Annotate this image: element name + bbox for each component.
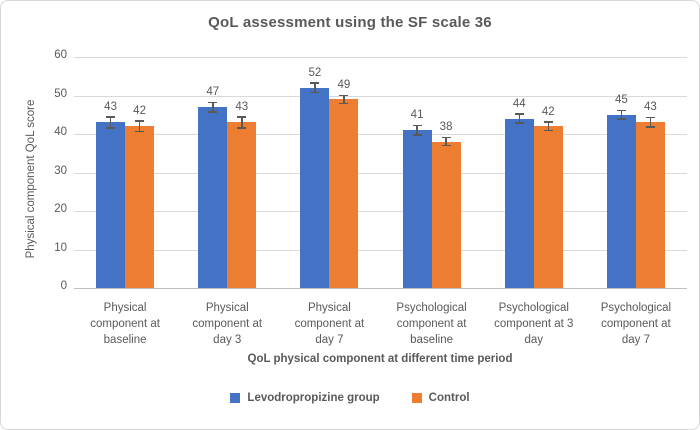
error-bar-cap-top	[135, 120, 145, 122]
y-tick-label-10: 10	[54, 241, 67, 254]
error-bar-cap-bottom	[412, 134, 422, 136]
legend: Levodropropizine group Control	[1, 392, 699, 404]
error-bar-levodropropizine-group-5	[620, 110, 623, 120]
gridline	[74, 95, 687, 97]
error-bar-levodropropizine-group-1	[212, 102, 214, 113]
chart-title: QoL assessment using the SF scale 36	[208, 14, 492, 31]
error-bar-control-1	[241, 116, 243, 129]
y-tick-label-50: 50	[54, 87, 67, 100]
error-bar-cap-bottom	[339, 102, 349, 105]
value-label-control-3: 38	[439, 121, 453, 134]
value-label-levodropropizine-group-1: 47	[206, 86, 220, 99]
error-bar-levodropropizine-group-0	[109, 116, 112, 129]
x-category-label-3: Psychological component at baseline	[396, 302, 467, 346]
error-bar-cap-top	[106, 116, 116, 118]
error-bar-control-4	[547, 121, 549, 131]
error-bar-cap-top	[412, 124, 422, 127]
error-bar-cap-top	[237, 116, 247, 118]
x-axis-line	[74, 288, 687, 289]
error-bar-cap-bottom	[237, 127, 247, 129]
x-category-label-4: Psychological component at 3 day	[494, 302, 574, 346]
error-bar-cap-bottom	[441, 144, 451, 147]
gridline	[74, 211, 687, 212]
error-bar-control-0	[138, 120, 141, 132]
gridline	[74, 172, 687, 174]
error-bar-cap-bottom	[616, 118, 626, 120]
bar-levodropropizine-group-1	[198, 107, 228, 288]
bar-levodropropizine-group-4	[504, 118, 534, 288]
error-bar-cap-top	[514, 113, 524, 115]
value-label-levodropropizine-group-3: 41	[410, 109, 424, 122]
y-tick-label-60: 60	[54, 49, 67, 61]
bar-control-3	[431, 141, 461, 288]
error-bar-cap-bottom	[645, 126, 655, 128]
error-bar-control-2	[343, 95, 345, 104]
legend-item-control: Control	[411, 392, 470, 404]
value-label-control-4: 42	[541, 105, 555, 118]
legend-label-levodropropizine-group: Levodropropizine group	[247, 392, 380, 404]
error-bar-cap-top	[441, 136, 451, 139]
error-bar-cap-bottom	[135, 130, 145, 133]
legend-swatch-control	[411, 393, 422, 403]
x-category-label-2: Physical component at day 7	[294, 302, 365, 346]
value-label-control-0: 42	[133, 104, 146, 117]
y-tick-label-40: 40	[54, 126, 67, 138]
y-tick-label-0: 0	[60, 280, 67, 292]
bar-control-0	[125, 126, 155, 288]
error-bar-levodropropizine-group-3	[416, 125, 418, 136]
gridline	[74, 249, 687, 251]
bar-levodropropizine-group-2	[300, 87, 330, 288]
legend-item-levodropropizine-group: Levodropropizine group	[230, 392, 380, 404]
error-bar-cap-top	[208, 101, 218, 104]
bar-control-2	[329, 99, 359, 288]
error-bar-cap-bottom	[208, 111, 218, 113]
x-axis-title: QoL physical component at different time…	[247, 353, 513, 365]
error-bar-control-5	[649, 117, 652, 128]
value-label-levodropropizine-group-0: 43	[104, 100, 117, 113]
bar-control-1	[227, 122, 257, 288]
gridline	[74, 134, 687, 135]
gridline	[74, 57, 687, 58]
value-label-control-1: 43	[235, 100, 249, 113]
value-label-levodropropizine-group-4: 44	[512, 97, 526, 110]
x-category-label-1: Physical component at day 3	[192, 302, 263, 346]
error-bar-cap-top	[339, 94, 349, 97]
value-label-levodropropizine-group-5: 45	[615, 94, 628, 107]
bar-levodropropizine-group-0	[96, 122, 126, 288]
bar-control-5	[635, 122, 665, 288]
bar-control-4	[533, 126, 563, 288]
error-bar-cap-top	[310, 82, 320, 84]
error-bar-cap-bottom	[106, 127, 116, 129]
y-tick-label-20: 20	[54, 203, 67, 215]
error-bar-cap-bottom	[310, 91, 320, 94]
error-bar-cap-top	[616, 109, 626, 112]
error-bar-levodropropizine-group-2	[314, 82, 316, 93]
x-category-label-0: Physical component at baseline	[90, 302, 160, 346]
legend-swatch-levodropropizine-group	[230, 393, 241, 403]
error-bar-levodropropizine-group-4	[518, 113, 520, 124]
error-bar-cap-bottom	[543, 129, 553, 132]
error-bar-cap-bottom	[514, 122, 524, 124]
error-bar-cap-top	[543, 121, 553, 123]
x-category-label-5: Psychological component at day 7	[600, 302, 672, 346]
bar-levodropropizine-group-5	[606, 114, 636, 288]
value-label-levodropropizine-group-2: 52	[308, 66, 322, 79]
y-tick-label-30: 30	[54, 164, 67, 177]
error-bar-control-3	[445, 137, 447, 146]
value-label-control-2: 49	[337, 79, 351, 92]
value-label-control-5: 43	[644, 101, 657, 114]
error-bar-cap-top	[645, 116, 655, 119]
legend-label-control: Control	[428, 392, 470, 404]
bar-levodropropizine-group-3	[402, 130, 432, 288]
